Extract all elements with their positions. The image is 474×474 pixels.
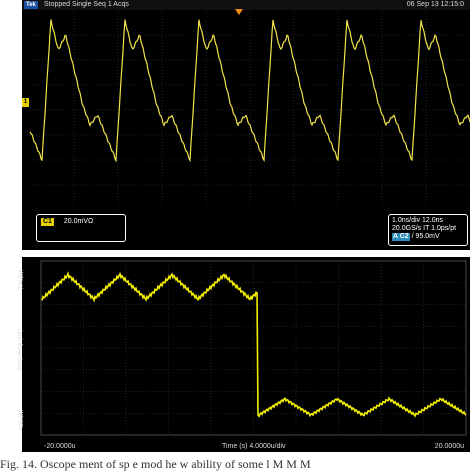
top-waveform-trace <box>29 19 470 163</box>
y-top-label: 774.5M <box>19 269 26 291</box>
trigger-level: / 95.0mV <box>411 233 440 240</box>
channel-badge: C1 <box>41 218 54 226</box>
timebase-readout-box: 1.0ns/div 12.0ns 20.0GS/s IT 1.0ps/pt A … <box>388 214 468 246</box>
bottom-frequency-display <box>40 260 467 436</box>
channel-readout-box: C1 20.0mVΩ <box>36 214 126 242</box>
bottom-graticule <box>41 261 466 435</box>
top-graticule <box>30 10 470 210</box>
frequency-trace <box>41 271 467 418</box>
acquisition-status: Stopped Single Seq 1 Acqs <box>44 1 129 8</box>
channel-ground-marker: 1 <box>22 98 29 107</box>
channel-scale: 20.0mVΩ <box>63 218 94 225</box>
tek-logo: Tek <box>24 1 38 9</box>
oscilloscope-top-panel: Tek Stopped Single Seq 1 Acqs 06 Sep 13 … <box>22 0 470 250</box>
x-center-label: Time (s) 4.0000u/div <box>222 443 286 450</box>
x-right-label: 20.0000u <box>434 443 464 450</box>
date-time: 06 Sep 13 12:15:0 <box>406 1 464 8</box>
y-axis-label: Frequency (Hz) <box>17 329 24 371</box>
y-bottom-label: 438.5M <box>19 409 26 431</box>
figure-caption: Fig. 14. Oscope ment of sp e mod he w ab… <box>0 457 311 471</box>
timebase-line1: 1.0ns/div 12.0ns <box>392 217 443 224</box>
top-waveform-display <box>29 10 470 210</box>
status-bar: Tek Stopped Single Seq 1 Acqs 06 Sep 13 … <box>22 0 470 10</box>
timebase-line2: 20.0GS/s IT 1.0ps/pt <box>392 225 457 232</box>
x-left-label: -20.0000u <box>44 443 76 450</box>
oscilloscope-bottom-panel: 774.5M Frequency (Hz) 438.5M -20.0000u T… <box>18 257 470 452</box>
trigger-badge: A C2 <box>392 233 410 241</box>
trigger-position-icon <box>235 9 243 15</box>
